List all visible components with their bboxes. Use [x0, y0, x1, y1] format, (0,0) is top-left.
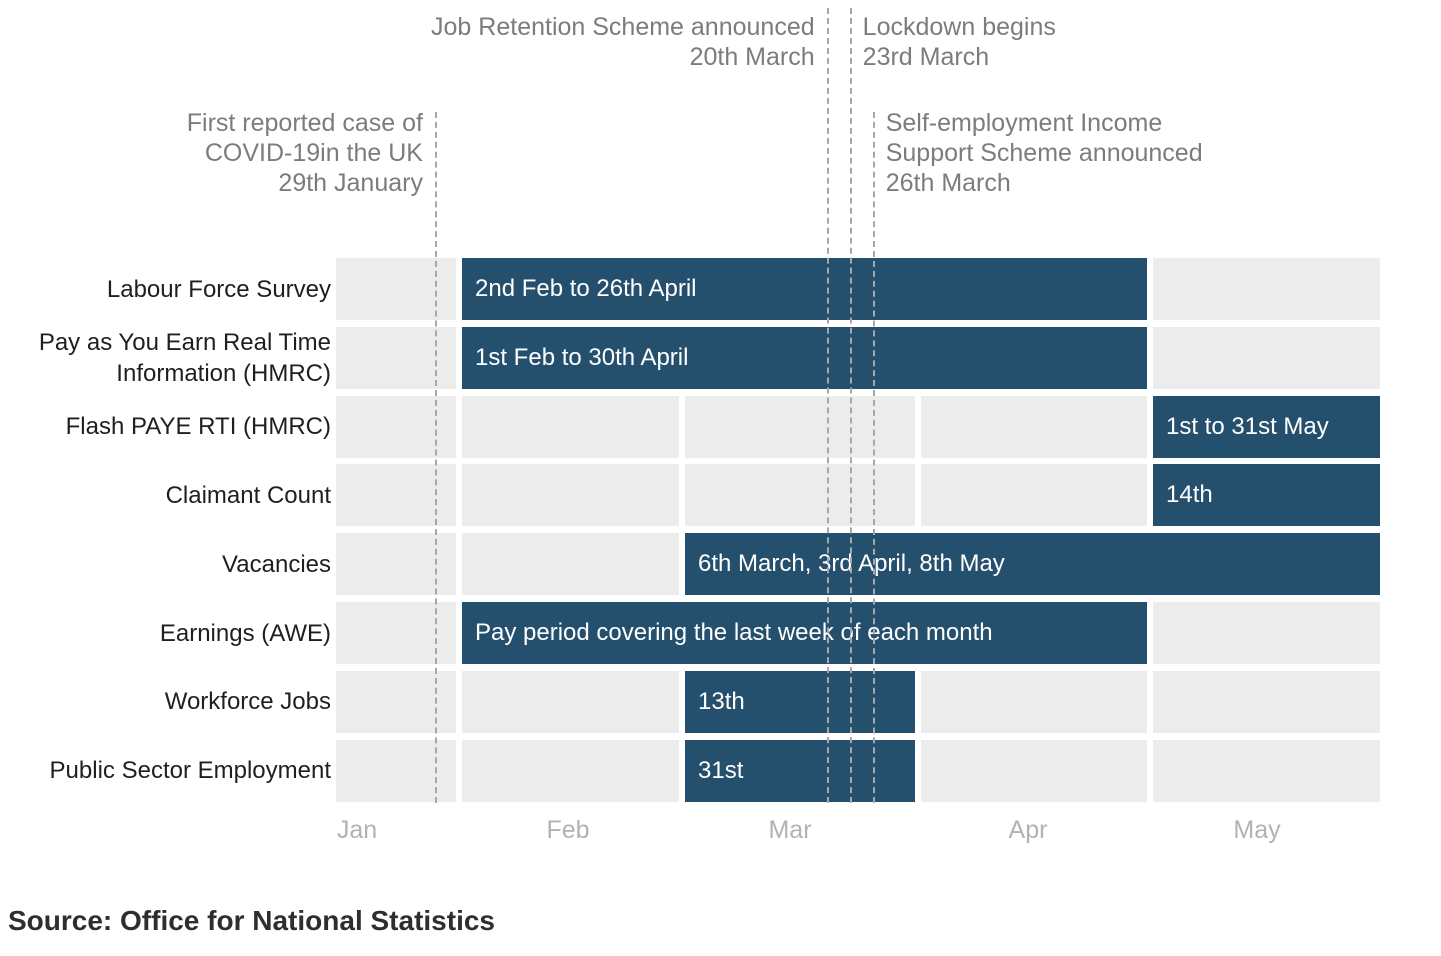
bar-label: 13th [698, 687, 745, 715]
x-axis-tick-label: Jan [336, 816, 378, 844]
month-segment [685, 395, 915, 458]
gantt-bar: 13th [685, 670, 915, 733]
month-segment [921, 739, 1147, 802]
month-segment [921, 395, 1147, 458]
x-axis-tick-label: Feb [546, 816, 590, 844]
event-label: Self-employment Income Support Scheme an… [885, 109, 1203, 197]
month-segment [462, 464, 679, 527]
gantt-row-flash-paye-rti: Flash PAYE RTI (HMRC) 1st to 31st May [0, 395, 1441, 458]
event-dashed-line [826, 8, 829, 803]
month-segment [1153, 258, 1380, 320]
row-label: Vacancies [222, 550, 331, 578]
event-label: Lockdown begins 23rd March [862, 13, 1056, 71]
month-segment [462, 395, 679, 458]
x-axis-tick-label: May [1233, 816, 1281, 844]
gantt-bar: 31st [685, 739, 915, 802]
gantt-bar: 1st to 31st May [1153, 395, 1380, 458]
row-label: Flash PAYE RTI (HMRC) [65, 413, 331, 441]
row-label: Pay as You Earn Real Time Information (H… [38, 328, 331, 387]
gantt-bar: 2nd Feb to 26th April [462, 258, 1147, 320]
gantt-bar: 1st Feb to 30th April [462, 326, 1147, 389]
gantt-row-workforce-jobs: Workforce Jobs 13th [0, 670, 1441, 733]
gantt-row-claimant-count: Claimant Count 14th [0, 464, 1441, 527]
month-segment [462, 670, 679, 733]
event-label: Job Retention Scheme announced 20th Marc… [431, 13, 815, 71]
gantt-row-paye-rti: Pay as You Earn Real Time Information (H… [0, 326, 1441, 389]
month-segment [685, 464, 915, 527]
event-label: First reported case of COVID-19in the UK… [186, 109, 423, 197]
month-segment [336, 464, 456, 527]
row-label: Labour Force Survey [106, 275, 331, 303]
event-dashed-line [434, 112, 437, 803]
month-segment [1153, 670, 1380, 733]
gantt-row-public-sector-employment: Public Sector Employment 31st [0, 739, 1441, 802]
gantt-bar: Pay period covering the last week of eac… [462, 602, 1147, 664]
x-axis-tick-label: Mar [768, 816, 812, 844]
month-segment [462, 533, 679, 596]
gantt-bar: 14th [1153, 464, 1380, 527]
month-segment [336, 326, 456, 389]
event-dashed-line [872, 112, 875, 803]
month-segment [336, 602, 456, 664]
month-segment [921, 464, 1147, 527]
month-segment [336, 395, 456, 458]
bar-label: 14th [1166, 481, 1213, 509]
month-segment [336, 533, 456, 596]
x-axis-tick-label: Apr [1008, 816, 1048, 844]
gantt-row-earnings-awe: Earnings (AWE) Pay period covering the l… [0, 602, 1441, 664]
bar-label: 2nd Feb to 26th April [475, 275, 697, 302]
gantt-row-vacancies: Vacancies 6th March, 3rd April, 8th May [0, 533, 1441, 596]
row-label: Workforce Jobs [164, 688, 331, 716]
month-segment [462, 739, 679, 802]
month-segment [336, 670, 456, 733]
row-label: Public Sector Employment [49, 757, 331, 785]
bar-label: 31st [698, 756, 744, 784]
bar-label: 1st to 31st May [1166, 412, 1329, 440]
month-segment [1153, 739, 1380, 802]
month-segment [921, 670, 1147, 733]
bar-label: 6th March, 3rd April, 8th May [698, 550, 1005, 578]
month-segment [336, 739, 456, 802]
row-label: Earnings (AWE) [159, 619, 331, 647]
bar-label: 1st Feb to 30th April [475, 343, 689, 371]
month-segment [1153, 602, 1380, 664]
bar-label: Pay period covering the last week of eac… [475, 619, 993, 646]
row-label: Claimant Count [165, 481, 331, 509]
gantt-bar: 6th March, 3rd April, 8th May [685, 533, 1380, 596]
month-segment [336, 258, 456, 320]
source-note: Source: Office for National Statistics [8, 905, 495, 936]
gantt-row-labour-force-survey: Labour Force Survey 2nd Feb to 26th Apri… [0, 258, 1441, 320]
event-dashed-line [849, 8, 852, 803]
month-segment [1153, 326, 1380, 389]
